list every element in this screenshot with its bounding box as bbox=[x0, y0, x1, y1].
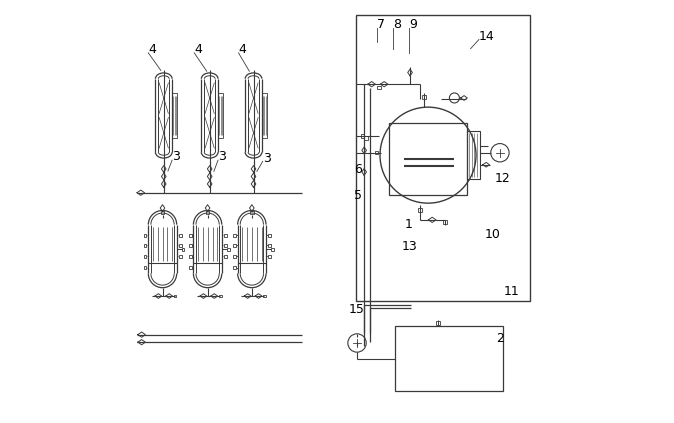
Text: 3: 3 bbox=[172, 150, 180, 163]
Text: 4: 4 bbox=[239, 43, 247, 56]
Bar bbox=[361, 134, 364, 138]
Bar bbox=[263, 294, 266, 297]
Bar bbox=[144, 234, 146, 237]
Text: 8: 8 bbox=[394, 18, 401, 31]
Bar bbox=[224, 234, 226, 237]
Bar bbox=[422, 95, 426, 99]
Bar bbox=[394, 326, 503, 391]
Bar bbox=[443, 220, 447, 225]
Text: 5: 5 bbox=[354, 189, 362, 202]
Bar bbox=[189, 244, 191, 247]
Bar bbox=[224, 244, 226, 247]
Bar bbox=[224, 255, 226, 258]
Bar bbox=[226, 247, 230, 250]
Bar bbox=[144, 266, 146, 269]
Bar bbox=[218, 93, 223, 137]
Bar bbox=[250, 211, 253, 214]
Bar bbox=[389, 123, 467, 195]
Bar bbox=[356, 15, 530, 301]
Bar bbox=[233, 266, 236, 269]
Bar bbox=[268, 244, 271, 247]
Bar bbox=[144, 244, 146, 247]
Bar bbox=[218, 294, 222, 297]
Text: 4: 4 bbox=[148, 43, 156, 56]
Bar bbox=[179, 255, 181, 258]
Bar bbox=[436, 321, 440, 325]
Bar bbox=[181, 247, 185, 250]
Bar bbox=[179, 234, 181, 237]
Text: 7: 7 bbox=[377, 18, 385, 31]
Text: 2: 2 bbox=[497, 332, 504, 345]
Text: 15: 15 bbox=[348, 303, 365, 316]
Bar bbox=[233, 234, 236, 237]
Bar bbox=[161, 211, 164, 214]
Bar bbox=[174, 294, 177, 297]
Bar bbox=[418, 209, 421, 212]
Text: 3: 3 bbox=[218, 150, 226, 163]
Bar bbox=[189, 234, 191, 237]
Bar bbox=[467, 131, 480, 179]
Bar bbox=[365, 136, 368, 140]
Bar bbox=[233, 255, 236, 258]
Text: 14: 14 bbox=[479, 30, 495, 43]
Bar bbox=[172, 93, 177, 137]
Text: 11: 11 bbox=[503, 285, 519, 298]
Bar bbox=[268, 255, 271, 258]
Bar bbox=[144, 255, 146, 258]
Bar bbox=[375, 151, 378, 154]
Text: 1: 1 bbox=[404, 217, 412, 231]
Bar bbox=[262, 93, 267, 137]
Bar bbox=[206, 211, 209, 214]
Bar bbox=[268, 234, 271, 237]
Bar bbox=[271, 247, 274, 250]
Text: 12: 12 bbox=[494, 172, 510, 184]
Text: 10: 10 bbox=[485, 228, 500, 241]
Text: 9: 9 bbox=[409, 18, 417, 31]
Text: 6: 6 bbox=[354, 163, 362, 176]
Bar bbox=[179, 244, 181, 247]
Bar bbox=[233, 244, 236, 247]
Text: 4: 4 bbox=[194, 43, 202, 56]
Text: 13: 13 bbox=[402, 241, 417, 253]
Bar bbox=[377, 85, 381, 89]
Bar bbox=[189, 266, 191, 269]
Text: 3: 3 bbox=[263, 151, 270, 165]
Bar bbox=[189, 255, 191, 258]
